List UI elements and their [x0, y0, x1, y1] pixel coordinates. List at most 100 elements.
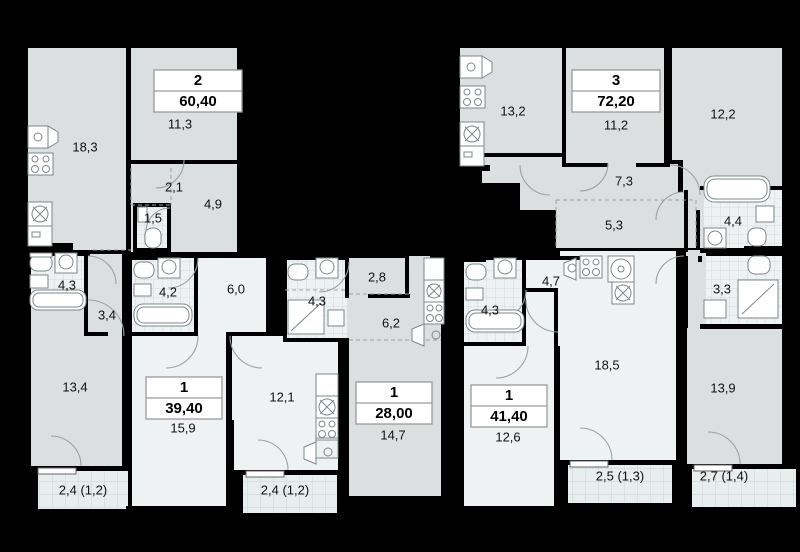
wall-3-3-left [684, 256, 688, 328]
door-swing-icon-13-4 [50, 435, 82, 467]
toilet-icon-5 [465, 263, 487, 281]
badge-rooms-count-5: 1 [505, 387, 513, 404]
badge-apt-1-2800[interactable]: 1 28,00 [355, 381, 433, 425]
second-block: 4,2 6,0 15,9 12,1 2,4 (1,2) [126, 254, 343, 513]
wall-top-4th [460, 256, 584, 260]
wall-right-14-7 [441, 256, 446, 500]
room-label-4-9: 4,9 [204, 196, 222, 211]
door-swing-icon-3-4 [87, 299, 125, 337]
room-label-4-7: 4,7 [542, 273, 560, 288]
room-label-4-3-mid: 4,3 [308, 293, 326, 308]
wall-4-4-left [684, 190, 688, 252]
wall-4-2-bottom [130, 332, 198, 336]
room-label-18-3: 18,3 [72, 139, 97, 154]
hall-right-lower [686, 250, 706, 334]
room-label-4-2: 4,2 [159, 284, 177, 299]
refrigerator-icon-2 [303, 441, 317, 465]
wall-2-8-right [405, 256, 409, 296]
wall-top-18-5 [556, 246, 680, 251]
bath-fixtures-4-3-right [465, 257, 525, 333]
window-icon-balcony-2-5 [569, 460, 609, 468]
wall-top-right [458, 45, 782, 48]
wc-fixtures-left [137, 206, 162, 249]
badge-rooms-count-3: 1 [180, 379, 188, 396]
wall-top-2nd [128, 254, 270, 258]
wall-wc-right [167, 203, 171, 252]
badge-rooms-count: 2 [194, 72, 202, 89]
badge-apt-1-4140[interactable]: 1 41,40 [470, 384, 548, 428]
badge-total-area-4: 28,00 [375, 405, 413, 422]
wall-stub-left [28, 243, 73, 252]
room-label-6-2: 6,2 [382, 315, 400, 330]
wall-bottom-13-4 [28, 466, 126, 471]
refrigerator-icon [27, 125, 49, 149]
wall-4-3-right-top [464, 258, 486, 262]
window-icon-balcony-2-7 [693, 464, 733, 472]
wall-bottom-12-6 [460, 506, 560, 511]
door-swing-icon-12-2 [669, 164, 701, 196]
badge-apt-2-6040[interactable]: 2 60,40 [153, 69, 243, 113]
door-swing-icon-15-9 [165, 335, 199, 369]
basin-icon-5 [465, 287, 484, 301]
badge-apt-1-3940[interactable]: 1 39,40 [145, 376, 223, 420]
wall-11-2-right-lower [664, 105, 669, 167]
kitchen-fixtures-13-2 [459, 55, 493, 167]
door-swing-icon-1-5 [145, 207, 171, 233]
wall-v-right-13-4 [122, 252, 127, 470]
toilet-icon-6 [747, 227, 767, 247]
room-label-18-5: 18,5 [594, 357, 619, 372]
refrigerator-icon-5 [459, 55, 483, 79]
door-swing-icon-balcony-mid [257, 439, 289, 471]
right-block: 13,2 11,2 12,2 7,3 5,3 4,4 3,3 13,9 2,7 … [458, 45, 796, 507]
washing-machine-icon-7 [493, 257, 517, 279]
wall-right-18-5 [676, 250, 681, 464]
bath-fixtures-3-3 [703, 255, 779, 319]
room-label-2-1: 2,1 [165, 179, 183, 194]
bath-fixtures-left [29, 252, 87, 311]
wall-4-7-right [554, 290, 558, 346]
wall-4-3-right-right [522, 260, 526, 346]
room-label-13-2: 13,2 [500, 103, 525, 118]
room-15-9 [130, 336, 226, 510]
wall-13-9-left [682, 328, 687, 468]
room-12-2 [672, 47, 782, 167]
wall-h-11-3-bottom [131, 160, 185, 164]
basin-icon-6 [755, 205, 775, 223]
wall-left-4th [460, 256, 464, 510]
balcony-2-7 [692, 469, 796, 507]
wall-mid-2nd [226, 336, 231, 474]
wall-3-4-left [84, 298, 88, 336]
door-swing-icon-3-3 [655, 255, 685, 285]
wall-v-left-1 [126, 45, 130, 252]
wall-4-4-bottom [700, 248, 746, 253]
bath-fixtures-4-3-mid [287, 257, 345, 335]
room-label-balcony-mid: 2,4 (1,2) [261, 482, 309, 497]
badge-total-area-5: 41,40 [490, 408, 528, 425]
room-label-6-0: 6,0 [227, 281, 245, 296]
wall-11-2-bottom-l [564, 163, 608, 167]
wall-4-7-bottom [526, 288, 558, 292]
door-swing-icon-11-2 [579, 162, 609, 192]
basin-icon-7 [703, 299, 727, 319]
window-icon-balcony-mid [245, 470, 285, 478]
wall-bath-right [84, 252, 88, 302]
room-label-5-3: 5,3 [605, 217, 623, 232]
badge-total-area-2: 72,20 [597, 93, 635, 110]
basin-icon [29, 274, 49, 289]
wall-bottom-15-9 [126, 506, 226, 511]
basin-icon-2 [137, 206, 148, 223]
wall-11-2-bottom-r [636, 163, 670, 167]
badge-apt-3-7220[interactable]: 3 72,20 [571, 69, 661, 113]
room-label-12-2: 12,2 [710, 106, 735, 121]
wall-wc-left [133, 203, 137, 252]
room-label-balcony-2-5: 2,5 (1,3) [596, 468, 644, 483]
room-3-4 [86, 252, 126, 342]
wall-4-2-right [194, 258, 198, 336]
toilet-icon-2 [144, 227, 162, 249]
room-5-3 [556, 200, 696, 248]
wall-3-3-stub [698, 256, 702, 262]
wall-12-1-top [226, 332, 270, 336]
balcony-mid [243, 475, 337, 513]
wall-bottom-12-1 [232, 470, 342, 475]
